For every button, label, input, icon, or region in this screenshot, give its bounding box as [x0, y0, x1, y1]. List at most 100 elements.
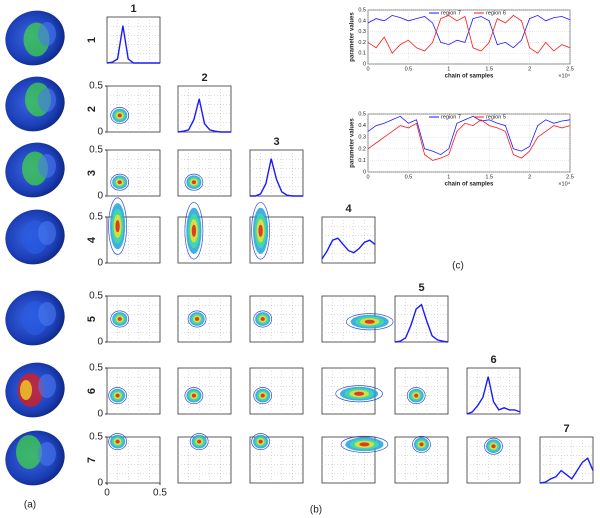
panel-label: (b) — [310, 505, 322, 516]
posterior-mode — [260, 317, 265, 321]
contour — [110, 173, 130, 191]
row-label: 3 — [86, 170, 98, 176]
y-tick-label: 0.5 — [89, 212, 103, 223]
row-label: 7 — [86, 457, 98, 463]
heart — [5, 209, 65, 265]
x-multiplier: ×10⁴ — [558, 180, 570, 187]
subplot — [106, 433, 161, 484]
subplot — [106, 149, 161, 197]
density-curve — [394, 303, 449, 343]
row-label: 5 — [86, 316, 98, 322]
contour — [335, 385, 383, 403]
contour — [412, 435, 431, 453]
heart-region — [16, 435, 42, 469]
heart — [5, 76, 65, 132]
posterior-mode — [258, 224, 263, 237]
subplot — [106, 16, 161, 64]
y-tick-label: 0.1 — [358, 51, 366, 57]
contour — [108, 387, 127, 405]
column-title: 4 — [345, 203, 352, 215]
subplot — [106, 367, 161, 415]
panel-label: (a) — [24, 500, 36, 511]
x-tick-label: 0.5 — [153, 488, 167, 499]
contour — [108, 433, 127, 451]
y-tick-label: 0.5 — [358, 7, 366, 13]
subplot — [177, 367, 232, 415]
plot-frame — [466, 436, 521, 484]
y-tick-label: 0.3 — [358, 135, 366, 141]
column-title: 5 — [418, 282, 424, 294]
x-tick-label: 0.5 — [405, 174, 413, 180]
posterior-mode — [359, 442, 370, 447]
y-tick-label: 0 — [97, 337, 103, 348]
x-tick-label: 2.5 — [566, 66, 574, 72]
heart-rim — [38, 88, 56, 112]
row-label: 6 — [86, 388, 98, 394]
legend-label: region 5 — [486, 114, 506, 120]
subplot — [466, 367, 521, 415]
y-tick-label: 0.5 — [89, 81, 103, 92]
y-tick-label: 0 — [97, 191, 103, 202]
density-curve — [321, 237, 376, 260]
subplot — [177, 433, 232, 484]
y-tick-label: 0.5 — [89, 363, 103, 374]
y-axis-label: parameter values — [350, 118, 356, 168]
subplot — [394, 367, 449, 415]
contour — [253, 387, 273, 405]
density-curve — [539, 457, 594, 484]
y-tick-label: 0.3 — [358, 29, 366, 35]
heart-rim — [38, 302, 56, 326]
subplot — [394, 295, 449, 343]
x-tick-label: 0 — [366, 66, 369, 72]
plot-frame — [367, 9, 571, 65]
heart — [5, 10, 65, 66]
posterior-mode — [115, 439, 120, 444]
y-tick-label: 0 — [97, 127, 103, 138]
y-tick-label: 0.5 — [358, 111, 366, 117]
posterior-mode — [364, 319, 375, 324]
plot-frame — [106, 149, 161, 197]
x-tick-label: 2 — [528, 66, 531, 72]
contour — [406, 387, 426, 405]
contour — [184, 173, 204, 191]
subplot — [321, 367, 383, 415]
plot-frame — [177, 149, 232, 197]
density-curve — [250, 158, 303, 197]
x-tick-label: 1 — [447, 174, 450, 180]
subplot — [249, 295, 304, 343]
trace-line — [367, 115, 571, 156]
heart-rim — [38, 154, 56, 178]
x-tick-label: 0 — [366, 174, 369, 180]
plot-frame — [106, 436, 161, 484]
x-tick-label: 2 — [528, 174, 531, 180]
posterior-mode — [191, 180, 197, 185]
subplot — [249, 149, 304, 197]
plot-frame — [367, 113, 571, 173]
heart-region — [20, 380, 32, 400]
contour — [108, 197, 127, 255]
y-axis-label: parameter values — [350, 12, 356, 62]
x-axis-label: chain of samples — [445, 182, 494, 188]
subplot — [321, 295, 394, 343]
plot-frame — [177, 216, 232, 264]
contour — [345, 313, 394, 331]
contour — [251, 202, 270, 260]
contour — [189, 433, 209, 451]
x-axis-label: chain of samples — [445, 74, 494, 80]
subplot — [106, 295, 161, 343]
posterior-mode — [491, 444, 496, 449]
heart — [5, 430, 65, 486]
heart-rim — [38, 221, 56, 245]
plot-frame — [394, 295, 449, 343]
trace-line — [367, 119, 571, 161]
contour — [110, 106, 130, 124]
heart — [5, 290, 65, 346]
posterior-mode — [191, 393, 197, 398]
subplot — [539, 436, 594, 484]
posterior-mode — [260, 393, 265, 398]
column-title: 1 — [130, 3, 136, 15]
y-tick-label: 0.5 — [89, 291, 103, 302]
trace-line — [367, 14, 571, 49]
contour — [110, 310, 130, 328]
